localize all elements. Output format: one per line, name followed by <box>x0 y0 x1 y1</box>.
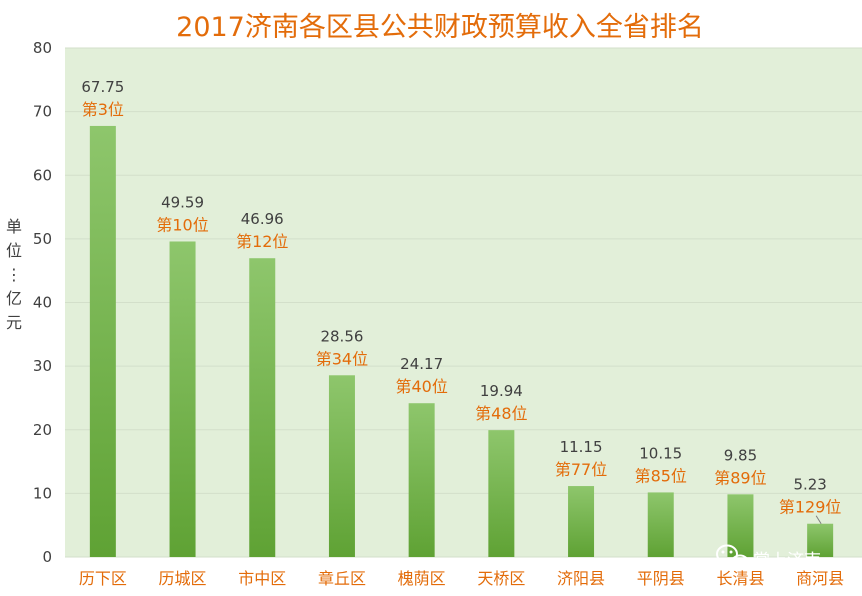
y-tick-label: 40 <box>33 294 52 312</box>
bar <box>568 486 595 557</box>
bar <box>328 375 355 557</box>
watermark-text: 掌上济南 <box>753 551 821 571</box>
y-tick-label: 0 <box>42 548 52 566</box>
y-tick-label: 10 <box>33 484 52 502</box>
value-label: 9.85 <box>724 446 757 464</box>
bar <box>89 125 116 558</box>
bar <box>169 241 196 557</box>
bar <box>408 403 435 557</box>
rank-label: 第89位 <box>714 468 766 487</box>
x-category-label: 天桥区 <box>477 569 525 588</box>
y-tick-label: 30 <box>33 357 52 375</box>
x-category-label: 章丘区 <box>318 569 366 588</box>
x-category-label: 槐荫区 <box>398 569 446 588</box>
bar <box>488 430 515 557</box>
rank-label: 第34位 <box>316 349 368 368</box>
x-category-label: 市中区 <box>238 569 286 588</box>
bar <box>647 492 674 557</box>
watermark: 掌上济南 <box>716 544 821 571</box>
value-label: 49.59 <box>161 193 204 211</box>
value-label: 5.23 <box>793 476 826 494</box>
value-label: 19.94 <box>480 382 523 400</box>
y-tick-label: 70 <box>33 103 52 121</box>
y-tick-label: 60 <box>33 166 52 184</box>
x-category-label: 历城区 <box>159 569 207 588</box>
bar <box>249 258 276 557</box>
bar <box>727 494 754 557</box>
rank-label: 第12位 <box>236 232 288 251</box>
y-axis-label-char: 单 <box>6 217 22 236</box>
chart-title: 2017济南各区县公共财政预算收入全省排名 <box>176 12 704 43</box>
value-label: 67.75 <box>81 78 124 96</box>
y-axis-label: 单位 ⋮ 亿元 <box>6 217 22 332</box>
x-category-label: 长清县 <box>716 569 764 588</box>
y-tick-label: 80 <box>33 39 52 57</box>
rank-label: 第48位 <box>475 404 527 423</box>
rank-label: 第10位 <box>156 215 208 234</box>
x-category-label: 商河县 <box>796 569 844 588</box>
value-label: 24.17 <box>400 355 443 373</box>
leader-line <box>815 515 822 524</box>
value-label: 28.56 <box>320 327 363 345</box>
value-label: 46.96 <box>241 210 284 228</box>
y-axis-label-char: 亿 <box>6 289 22 308</box>
y-tick-label: 20 <box>33 421 52 439</box>
rank-label: 第40位 <box>395 377 447 396</box>
value-label: 11.15 <box>560 438 603 456</box>
y-axis-label-char: 位 <box>6 241 22 260</box>
wechat-icon <box>716 544 749 570</box>
rank-label: 第85位 <box>635 466 687 485</box>
rank-label: 第77位 <box>555 460 607 479</box>
y-axis-label-char: 元 <box>6 313 22 332</box>
x-category-label: 平阴县 <box>637 569 685 588</box>
bar <box>807 523 834 557</box>
y-tick-label: 50 <box>33 230 52 248</box>
x-category-label: 历下区 <box>79 569 127 588</box>
rank-label: 第3位 <box>82 100 124 119</box>
x-category-label: 济阳县 <box>557 569 605 588</box>
value-label: 10.15 <box>639 444 682 462</box>
rank-label: 第129位 <box>779 498 842 517</box>
y-axis-label-char: ⋮ <box>6 265 22 284</box>
